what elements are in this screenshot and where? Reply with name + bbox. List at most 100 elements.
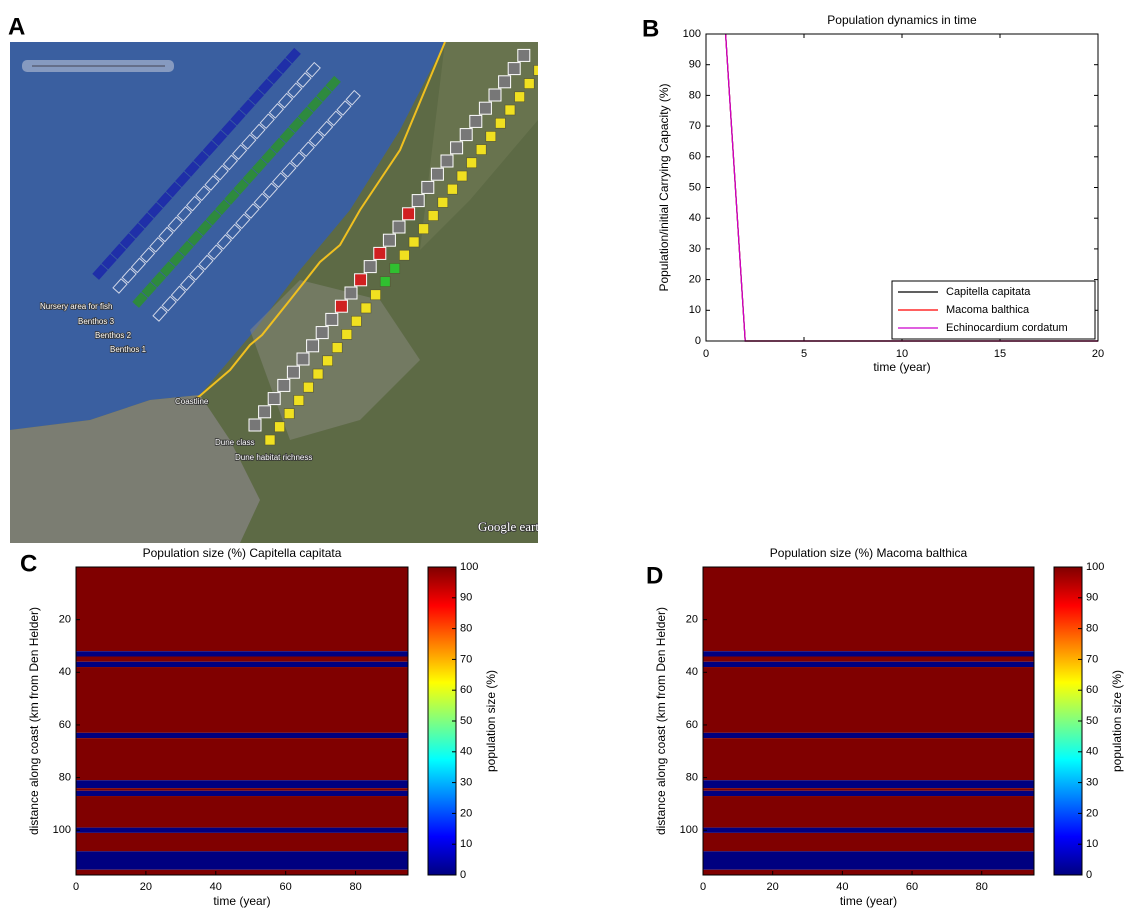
marker [507, 62, 521, 76]
heat-band [703, 827, 1034, 833]
marker [456, 170, 468, 182]
grid-cell [297, 106, 314, 123]
marker [466, 157, 477, 169]
panel-label: D [646, 562, 663, 589]
plot-frame [75, 566, 409, 876]
marker [351, 315, 362, 327]
colorbar-label: population size (%) [1110, 670, 1124, 772]
grid-cell [267, 68, 283, 85]
x-tick-label: 20 [767, 881, 779, 893]
colorbar-tick-label: 90 [460, 592, 472, 604]
y-tick-label: 40 [59, 666, 71, 678]
map-markers [92, 47, 538, 446]
grid-cell [253, 192, 269, 209]
marker [344, 286, 358, 300]
y-tick-label: 40 [689, 212, 701, 224]
marker [408, 236, 420, 248]
marker [296, 352, 310, 366]
grid-cell [279, 127, 295, 144]
x-tick-label: 20 [140, 881, 152, 893]
marker [286, 365, 300, 379]
colorbar-tick-label: 40 [460, 746, 472, 758]
grid-cell [325, 75, 341, 92]
marker [504, 104, 516, 116]
x-tick-label: 60 [906, 881, 918, 893]
grid-cell [230, 109, 246, 126]
heat-band [76, 788, 408, 791]
marker [411, 194, 425, 208]
colorbar-tick-label: 0 [460, 869, 466, 881]
grid-cell [276, 58, 292, 74]
grid-cell [138, 212, 154, 229]
y-tick-label: 90 [689, 59, 701, 71]
chart-title: Population dynamics in time [827, 13, 977, 27]
colorbar-tick-label: 40 [1086, 746, 1098, 758]
x-axis-label: time (year) [213, 894, 270, 908]
plot-frame [702, 566, 1035, 876]
heat-band [703, 832, 1034, 852]
heat-band [76, 869, 408, 875]
x-tick-label: 0 [73, 881, 79, 893]
x-tick-label: 0 [700, 881, 706, 893]
grid-cell [268, 103, 285, 119]
legend-label: Macoma balthica [946, 304, 1030, 316]
heat-band [76, 827, 408, 833]
grid-cell [129, 222, 145, 239]
grid-cell [244, 203, 260, 219]
marker [478, 101, 492, 115]
grid-cell [193, 150, 209, 167]
grid-cell [152, 306, 168, 322]
grid-cell [271, 172, 288, 188]
chart-title: Population size (%) Macoma balthica [770, 546, 968, 560]
marker [459, 128, 473, 142]
marker [430, 167, 444, 181]
x-tick-label: 80 [976, 881, 988, 893]
marker [354, 273, 368, 287]
colorbar-tick-label: 10 [1086, 838, 1098, 850]
colorbar-tick-label: 30 [460, 777, 472, 789]
legend-label: Echinocardium cordatum [946, 322, 1068, 334]
heat-band [76, 832, 408, 852]
grid-cell [132, 292, 148, 308]
charts: 0 5 10 15 200102030405060708090100Capitella … [20, 13, 1124, 908]
marker [322, 355, 333, 367]
colorbar-label: population size (%) [484, 670, 498, 772]
map-label: Nursery area for fish [40, 302, 112, 311]
colorbar-tick-label: 20 [1086, 807, 1098, 819]
grid-cell [305, 61, 321, 78]
y-tick-label: 30 [689, 243, 701, 255]
grid-cell [149, 236, 165, 253]
grid-cell [92, 264, 108, 280]
colorbar-tick-label: 100 [460, 561, 478, 573]
grid-cell [336, 100, 352, 116]
grid-cell [296, 72, 312, 88]
grid-cell [345, 89, 361, 106]
grid-cell [158, 226, 174, 243]
grid-cell [165, 181, 182, 198]
grid-cell [119, 233, 136, 249]
grid-cell [317, 120, 334, 137]
grid-cell [178, 240, 194, 257]
map-label: Coastline [175, 397, 209, 406]
grid-cell [121, 267, 137, 284]
heat-band [703, 656, 1034, 662]
marker [488, 88, 502, 102]
marker [363, 260, 377, 274]
grid-cell [169, 250, 185, 267]
y-tick-label: 100 [680, 824, 698, 836]
y-tick-label: 80 [686, 772, 698, 784]
map-label: Benthos 2 [95, 331, 132, 340]
grid-cell [179, 275, 196, 291]
heat-band [76, 661, 408, 668]
marker [303, 381, 314, 393]
y-tick-label: 50 [689, 181, 701, 193]
marker [312, 368, 324, 380]
x-tick-label: 20 [1092, 348, 1104, 360]
marker [485, 131, 497, 142]
panel-label: C [20, 550, 37, 577]
panel-label: A [8, 13, 25, 40]
marker [325, 312, 339, 326]
grid-cell [262, 182, 279, 199]
colorbar-tick-label: 50 [460, 715, 472, 727]
grid-cell [299, 141, 315, 158]
